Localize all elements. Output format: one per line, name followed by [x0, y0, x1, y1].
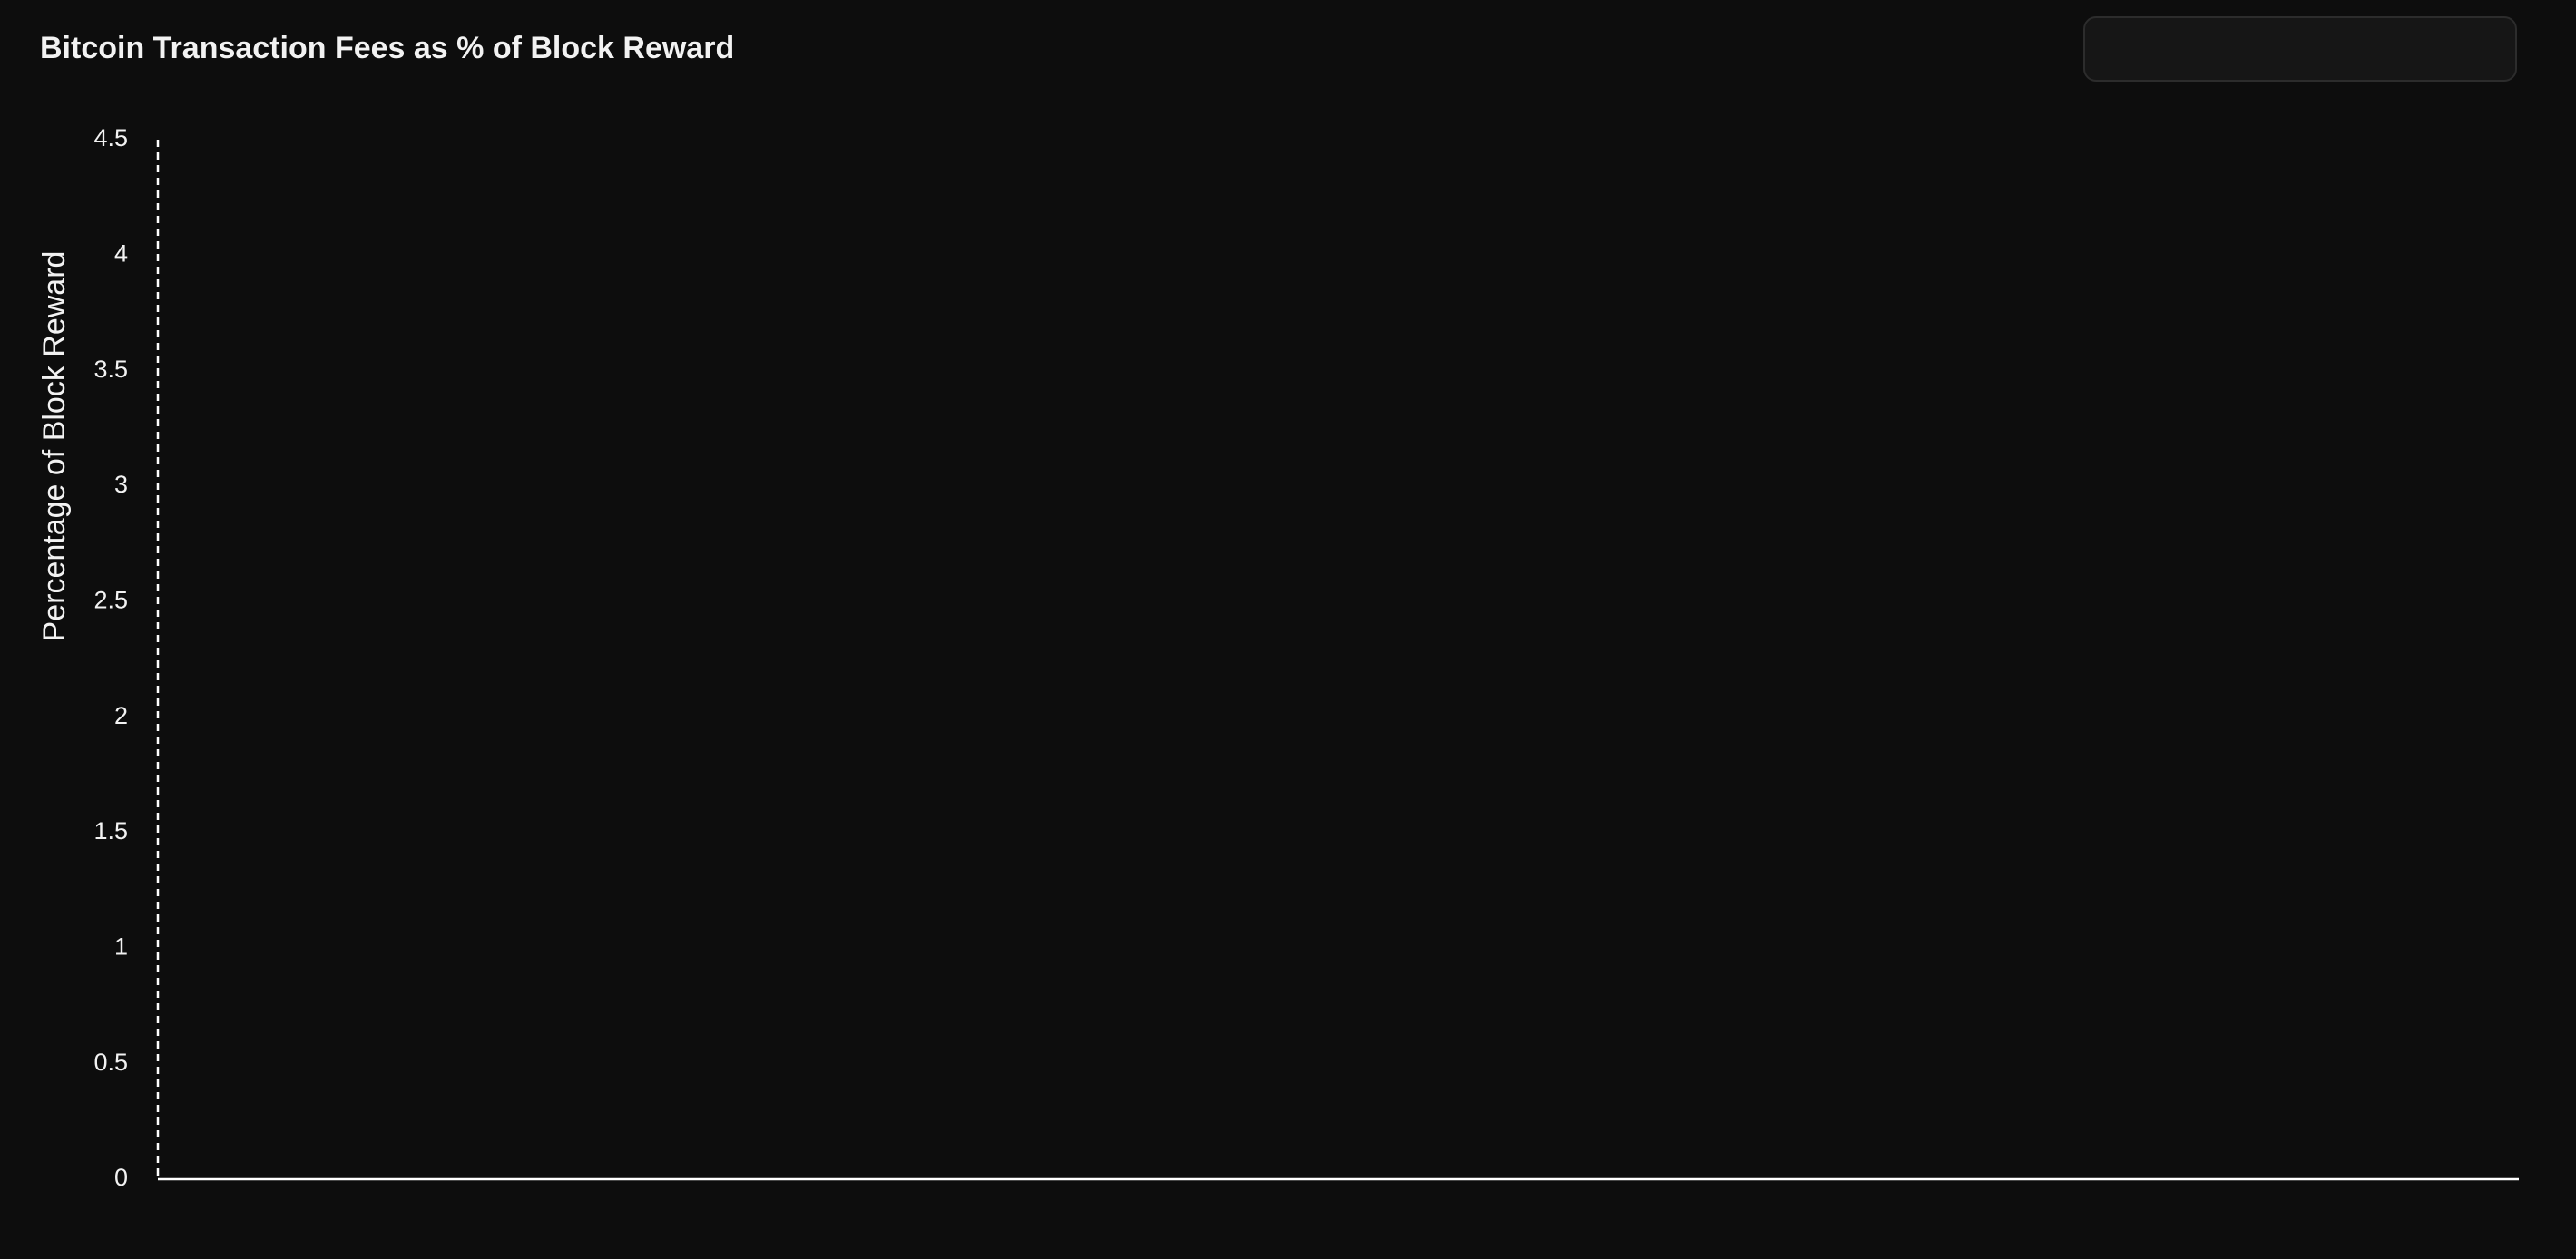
chart-title: Bitcoin Transaction Fees as % of Block R…	[40, 31, 734, 65]
range-selector	[2083, 16, 2517, 82]
tick-labels: 0 0.5 1 1.5 2 2.5 3 3.5 4 4.5	[93, 124, 128, 1191]
y-tick-label: 3.5	[93, 356, 128, 383]
y-tick-label: 0.5	[93, 1049, 128, 1076]
y-tick-label: 2.5	[93, 586, 128, 613]
y-tick-label: 1.5	[93, 817, 128, 844]
y-tick-label: 0	[114, 1164, 128, 1191]
y-tick-label: 4.5	[93, 124, 128, 151]
y-axis-label: Percentage of Block Reward	[37, 251, 72, 642]
y-tick-label: 1	[114, 932, 128, 960]
y-tick-label: 4	[114, 239, 128, 267]
y-tick-label: 2	[114, 702, 128, 729]
y-tick-label: 3	[114, 471, 128, 498]
